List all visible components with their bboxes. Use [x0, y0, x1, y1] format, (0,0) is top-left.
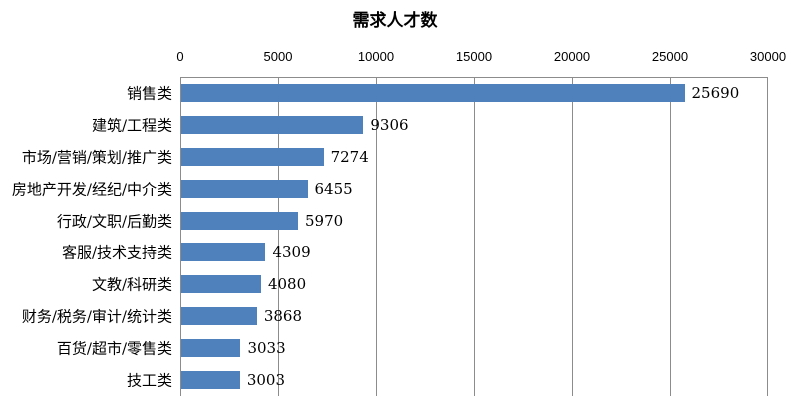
x-tick-label: 15000: [455, 49, 493, 64]
value-label: 9306: [370, 115, 409, 134]
value-label: 3868: [263, 307, 302, 326]
bar: [181, 307, 257, 326]
bar: [181, 339, 241, 358]
category-label: 市场/营销/策划/推广类: [21, 148, 172, 167]
category-label: 房地产开发/经纪/中介类: [11, 180, 172, 199]
value-label: 7274: [330, 147, 369, 166]
value-label: 4309: [272, 243, 311, 262]
category-label: 技工类: [126, 371, 172, 390]
value-label: 3033: [247, 339, 286, 358]
value-label: 3003: [246, 371, 286, 390]
gridline: [376, 77, 377, 396]
gridline: [670, 77, 671, 396]
x-tick-label: 25000: [651, 49, 689, 64]
category-label: 财务/税务/审计/统计类: [21, 307, 172, 326]
bar: [181, 211, 298, 230]
category-label: 行政/文职/后勤类: [56, 212, 172, 231]
bar: [181, 147, 324, 166]
bar: [181, 179, 308, 198]
bar: [181, 275, 261, 294]
bar: [181, 115, 364, 134]
category-label: 建筑/工程类: [91, 116, 172, 135]
bar: [181, 83, 685, 102]
gridline: [278, 77, 279, 396]
value-label: 5970: [305, 211, 344, 230]
value-label: 6455: [314, 179, 353, 198]
chart-title: 需求人才数: [352, 11, 438, 31]
category-label: 文教/科研类: [91, 275, 172, 294]
x-tick-label: 5000: [263, 49, 293, 64]
x-tick-label: 20000: [553, 49, 591, 64]
x-tick-label: 30000: [749, 49, 787, 64]
category-label: 客服/技术支持类: [61, 243, 172, 262]
category-label: 百货/超市/零售类: [56, 339, 172, 358]
x-tick-label: 10000: [357, 49, 395, 64]
gridline: [474, 77, 475, 396]
value-label: 4080: [267, 275, 307, 294]
category-label: 销售类: [126, 84, 172, 103]
bar: [181, 371, 240, 390]
x-tick-label: 0: [176, 49, 184, 64]
bar: [181, 243, 266, 262]
gridline: [572, 77, 573, 396]
value-label: 25690: [691, 83, 740, 102]
